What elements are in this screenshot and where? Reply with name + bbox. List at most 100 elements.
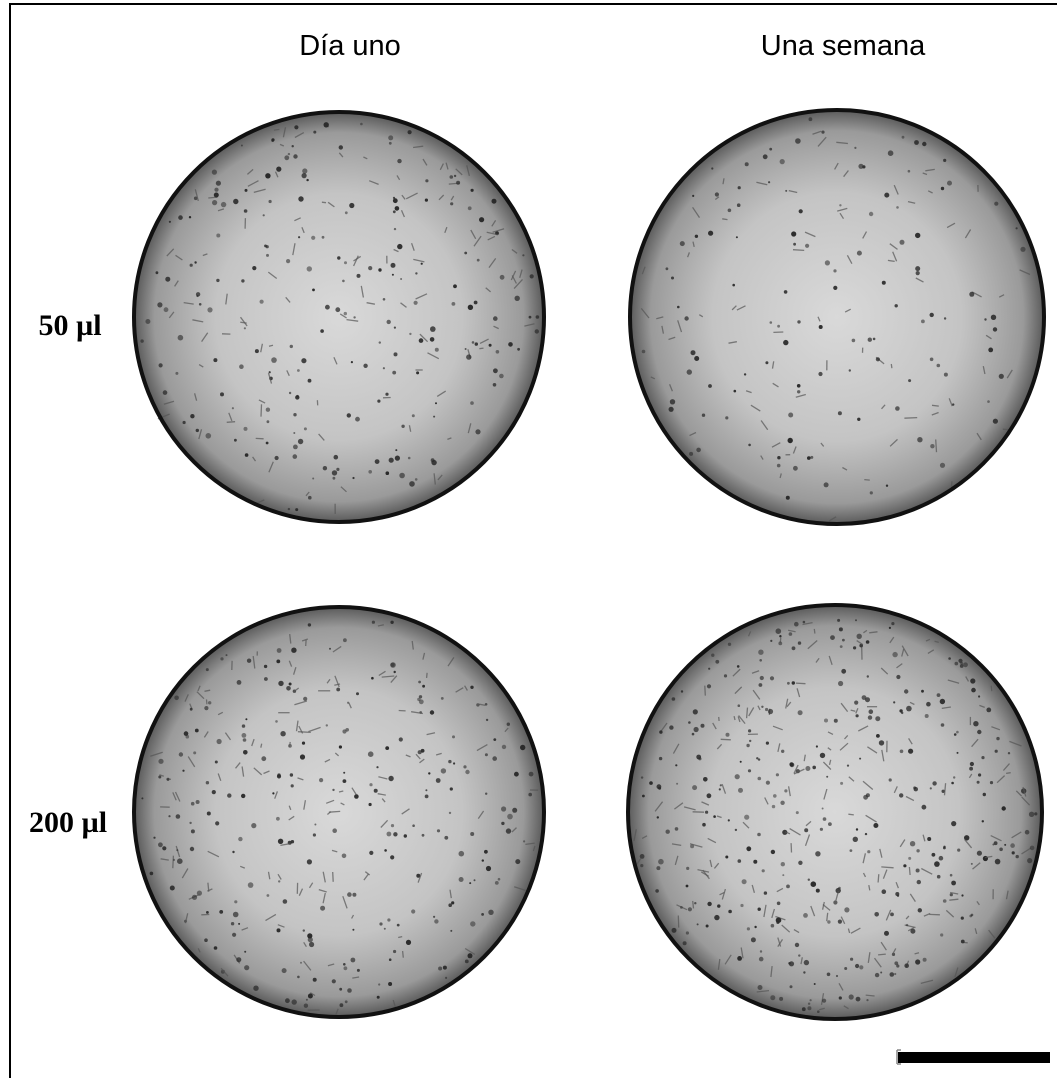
- cell: [342, 729, 346, 733]
- cell: [984, 318, 986, 320]
- cell: [251, 823, 256, 828]
- cell: [955, 662, 959, 666]
- cell: [470, 686, 473, 689]
- cell: [930, 787, 932, 789]
- cell: [702, 414, 705, 417]
- cell: [866, 640, 870, 644]
- cell: [777, 325, 780, 328]
- cell: [798, 710, 803, 715]
- cell: [459, 851, 465, 857]
- cell: [719, 788, 721, 790]
- cell: [703, 777, 708, 782]
- cell: [857, 418, 860, 421]
- cell: [856, 828, 858, 830]
- cell: [468, 953, 473, 958]
- cell: [244, 209, 248, 213]
- cell: [728, 910, 732, 914]
- cell: [342, 280, 345, 283]
- cell: [320, 906, 325, 911]
- cell: [866, 995, 875, 996]
- cell: [378, 983, 380, 985]
- cell: [932, 405, 939, 406]
- cell: [512, 808, 517, 813]
- cell: [640, 864, 643, 867]
- cell: [780, 801, 784, 805]
- cell: [435, 402, 437, 404]
- cell: [199, 303, 202, 306]
- cell: [934, 861, 940, 867]
- cell: [873, 823, 878, 828]
- cell: [1034, 812, 1037, 815]
- cell: [839, 996, 842, 999]
- cell: [676, 783, 678, 785]
- cell: [839, 204, 841, 206]
- cell: [301, 358, 306, 363]
- cell: [724, 674, 727, 677]
- cell: [276, 817, 280, 821]
- cell: [725, 856, 728, 859]
- cell: [921, 320, 925, 324]
- cell: [354, 794, 359, 799]
- cell: [991, 686, 992, 692]
- cell: [797, 320, 800, 323]
- cell: [349, 203, 354, 208]
- cell: [278, 880, 280, 882]
- cell: [433, 416, 435, 418]
- cell: [150, 872, 154, 876]
- cell: [910, 841, 915, 846]
- cell: [536, 315, 540, 319]
- cell: [292, 145, 294, 147]
- cell: [387, 918, 390, 921]
- cell: [343, 638, 347, 642]
- cell: [474, 301, 478, 305]
- cell: [904, 963, 909, 968]
- cell: [484, 850, 488, 854]
- cell: [493, 738, 496, 741]
- cell: [970, 762, 974, 766]
- cell: [715, 660, 719, 664]
- cell: [908, 857, 911, 860]
- cell: [758, 777, 762, 781]
- cell: [216, 181, 221, 186]
- cell: [408, 457, 411, 460]
- cell: [815, 851, 820, 856]
- cell: [266, 442, 269, 445]
- cell: [961, 894, 963, 896]
- row-label: 200 µl: [29, 806, 107, 839]
- cell: [869, 709, 874, 714]
- cell: [821, 131, 824, 134]
- cell: [482, 859, 484, 861]
- cell: [488, 910, 493, 915]
- cell: [481, 913, 484, 916]
- cell: [858, 164, 863, 169]
- cell: [242, 733, 247, 738]
- cell: [192, 895, 197, 900]
- cell: [982, 820, 984, 822]
- cell: [276, 167, 281, 172]
- cell: [342, 854, 347, 859]
- cell: [340, 1003, 344, 1007]
- cell: [252, 266, 256, 270]
- cell: [238, 923, 240, 925]
- cell: [642, 350, 646, 354]
- cell: [360, 123, 363, 126]
- cell: [196, 429, 199, 432]
- cell: [219, 910, 223, 914]
- cell: [307, 859, 312, 864]
- cell: [308, 379, 312, 383]
- cell: [889, 627, 891, 629]
- cell: [351, 361, 353, 363]
- cell: [325, 305, 330, 310]
- cell: [465, 348, 467, 350]
- cell: [212, 170, 217, 175]
- cell: [207, 307, 212, 312]
- cell: [854, 147, 856, 149]
- cell: [244, 427, 248, 431]
- cell: [394, 352, 398, 356]
- cell: [433, 916, 435, 918]
- cell: [298, 236, 300, 238]
- cell: [308, 994, 313, 999]
- cell: [173, 856, 174, 869]
- cell: [260, 300, 264, 304]
- cell: [464, 252, 467, 255]
